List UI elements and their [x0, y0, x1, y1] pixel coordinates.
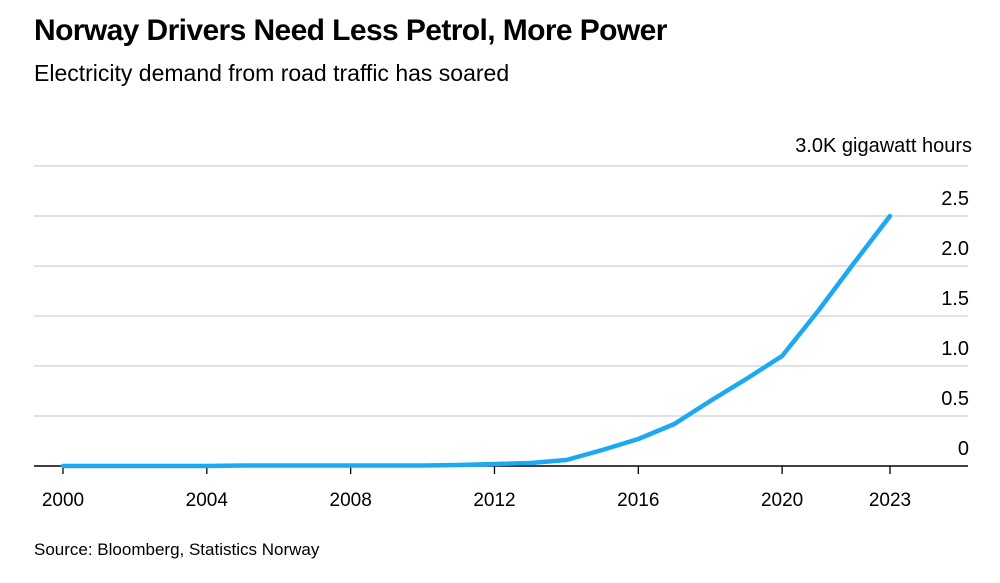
y-tick-label: 1.5	[941, 288, 969, 310]
x-tick-label: 2020	[761, 490, 803, 511]
chart-title: Norway Drivers Need Less Petrol, More Po…	[34, 14, 667, 47]
x-axis-ticks: 2000 2004 2008 2012 2016 2020 2023	[42, 466, 911, 511]
y-tick-label: 2.0	[941, 238, 969, 260]
x-tick-label: 2000	[42, 490, 84, 511]
series-line	[60, 213, 893, 469]
chart-subtitle: Electricity demand from road traffic has…	[34, 60, 510, 86]
x-tick-label: 2004	[186, 490, 229, 511]
x-tick-label: 2012	[473, 490, 515, 511]
y-axis-unit-label: 3.0K gigawatt hours	[795, 135, 972, 157]
y-tick-label: 1.0	[941, 338, 969, 360]
y-tick-label: 2.5	[941, 188, 969, 210]
x-tick-label: 2016	[617, 490, 659, 511]
y-tick-label: 0	[958, 438, 969, 460]
gridlines	[34, 165, 968, 417]
y-axis-ticks: 0 0.5 1.0 1.5 2.0 2.5	[941, 188, 969, 460]
x-tick-label: 2023	[869, 490, 911, 511]
source-note: Source: Bloomberg, Statistics Norway	[34, 540, 320, 559]
y-tick-label: 0.5	[941, 388, 969, 410]
x-tick-label: 2008	[330, 490, 372, 511]
series-lines	[60, 213, 893, 469]
